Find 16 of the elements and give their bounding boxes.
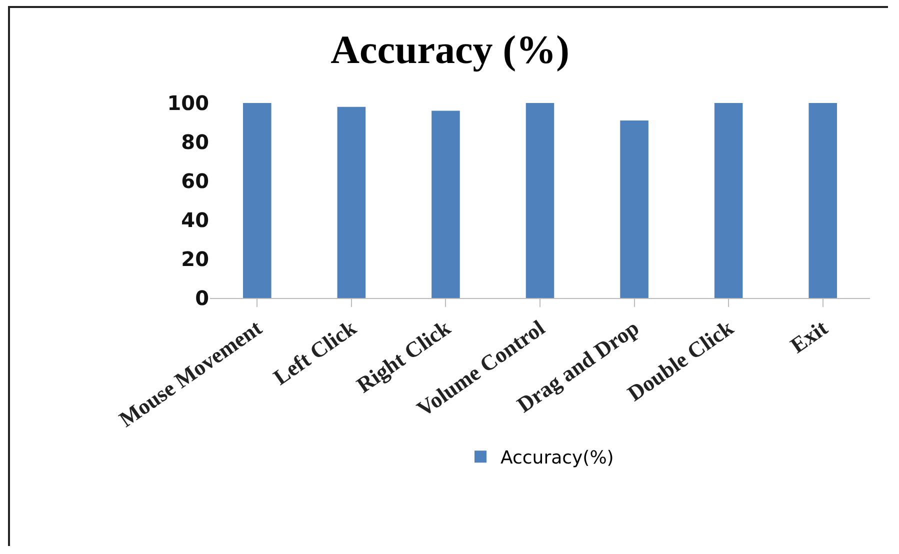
y-tick-label: 40 bbox=[181, 208, 209, 232]
bar bbox=[808, 103, 837, 298]
bar bbox=[337, 106, 366, 298]
y-tick-label: 80 bbox=[181, 130, 209, 154]
y-tick-label: 0 bbox=[195, 286, 209, 310]
bar bbox=[432, 110, 460, 298]
x-tick-label: Exit bbox=[786, 314, 833, 358]
y-tick-label: 20 bbox=[181, 247, 209, 271]
legend-label: Accuracy(%) bbox=[500, 448, 614, 469]
y-tick-label: 60 bbox=[181, 169, 209, 193]
y-tick-label: 100 bbox=[167, 91, 209, 115]
bar bbox=[243, 103, 272, 298]
bar bbox=[620, 120, 648, 298]
bar bbox=[526, 103, 554, 298]
bar bbox=[714, 103, 743, 298]
chart-title: Accuracy (%) bbox=[330, 27, 570, 72]
